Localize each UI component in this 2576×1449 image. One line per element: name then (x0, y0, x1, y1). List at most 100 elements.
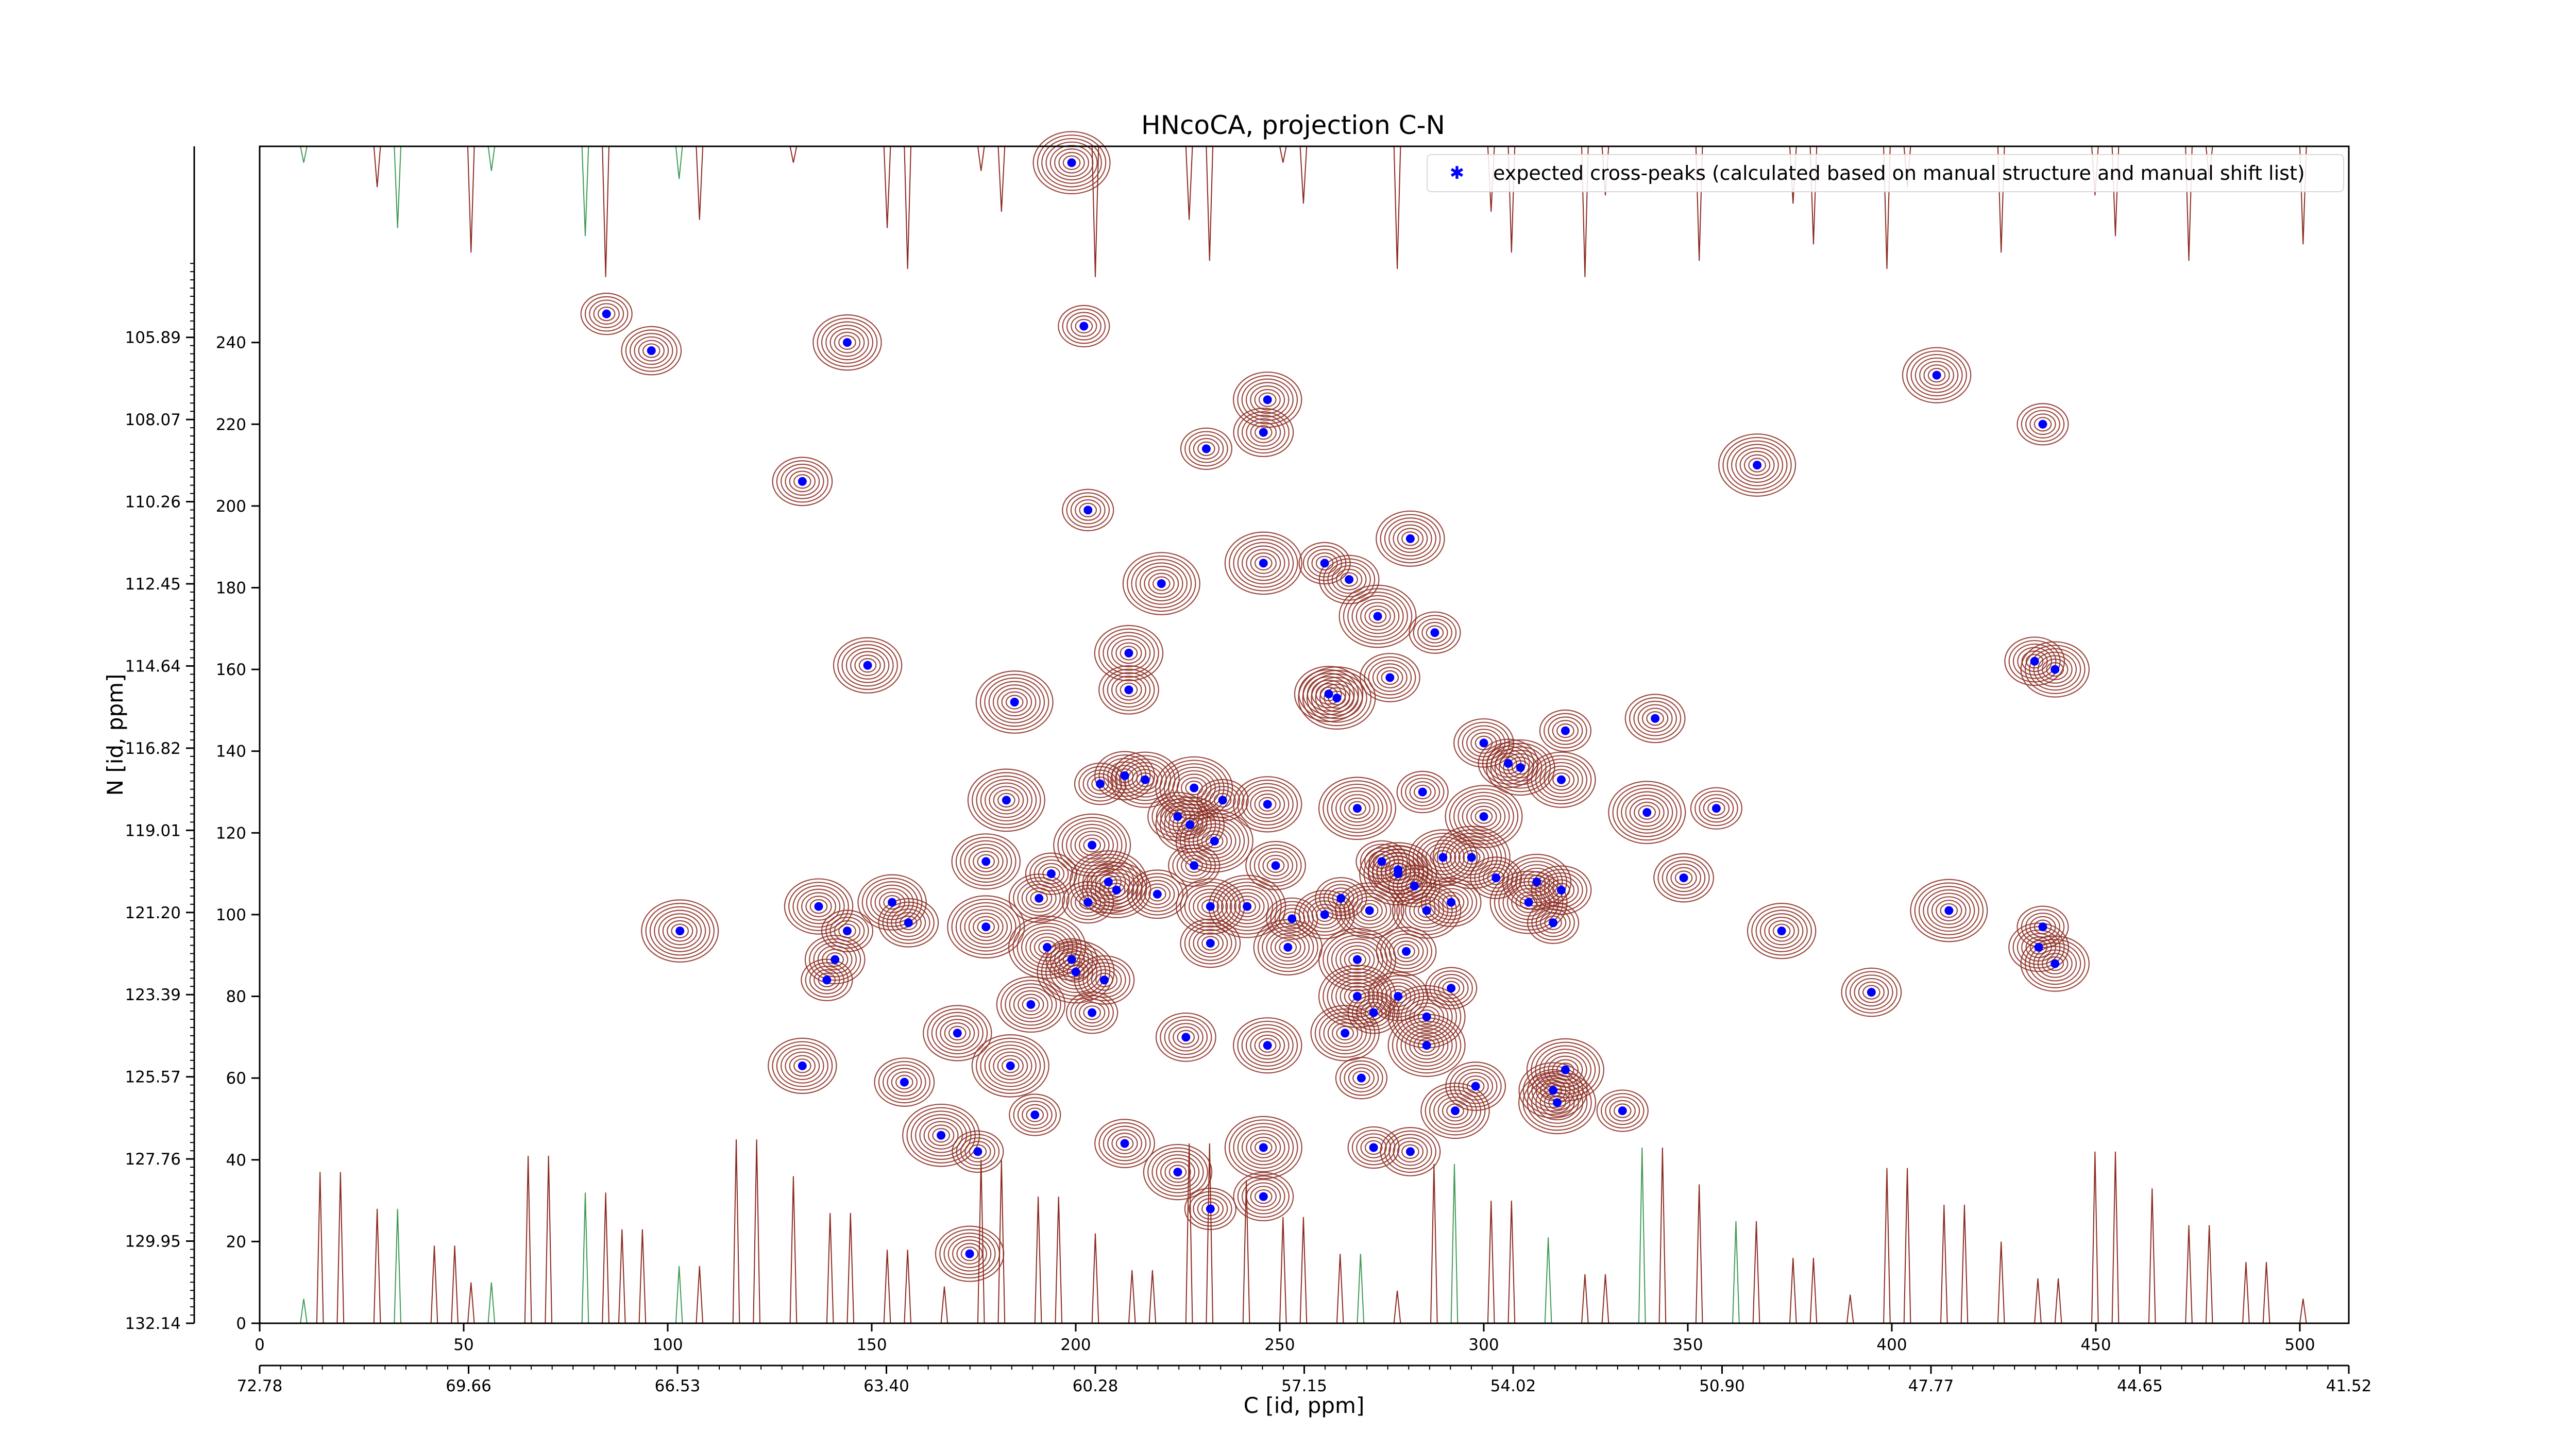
x-tick-label: 200 (1060, 1336, 1091, 1354)
contour-ring (812, 314, 882, 371)
contour-ring (1107, 635, 1151, 671)
noise-streak-bottom (1581, 1274, 1589, 1324)
contour-ring (1201, 830, 1228, 852)
contour-ring (1022, 997, 1040, 1012)
contour-ring (1181, 777, 1208, 799)
contour-ring (1417, 618, 1452, 647)
contour-ring (1189, 925, 1232, 961)
contour-ring (1384, 1130, 1437, 1173)
contour-ring (1327, 1019, 1363, 1048)
cross-peak-marker (1112, 885, 1121, 895)
contour-ring (1127, 765, 1163, 794)
contour-ring (971, 1034, 1049, 1098)
contour-ring (1091, 969, 1118, 991)
noise-streak-bottom (2148, 1188, 2156, 1324)
noise-streak-bottom (2185, 1225, 2193, 1324)
contour-ring (1397, 1140, 1424, 1162)
contour-ring (1433, 1093, 1477, 1129)
contour-ring (1323, 1015, 1367, 1051)
contour-ring (1189, 888, 1232, 924)
contour-ring (1539, 1049, 1591, 1091)
contour-ring (976, 775, 1037, 825)
noise-streak-top (581, 146, 589, 237)
contour-ring (1324, 687, 1350, 709)
contour-ring (891, 1071, 918, 1093)
contour-ring (1902, 347, 1972, 403)
contour-ring (809, 899, 828, 914)
cross-peak-marker (1185, 820, 1195, 829)
cross-peak-marker (1365, 906, 1374, 915)
contour-ring (1032, 131, 1111, 195)
noise-streak-bottom (997, 1159, 1006, 1324)
cross-peak-marker (1035, 894, 1044, 903)
contour-ring (1318, 777, 1397, 840)
contour-ring (1613, 1103, 1632, 1118)
noise-streak-bottom (1695, 1184, 1703, 1324)
contour-ring (1420, 1082, 1490, 1139)
contour-ring (1498, 750, 1543, 785)
contour-ring (1054, 148, 1090, 177)
contour-ring (1136, 772, 1154, 787)
contour-ring (1515, 891, 1542, 914)
contour-ring (997, 687, 1032, 717)
contour-ring (1323, 931, 1392, 988)
contour-ring (1343, 588, 1413, 645)
noise-streak-bottom (675, 1266, 683, 1324)
cross-peak-marker (1218, 796, 1227, 805)
contour-ring (1232, 372, 1302, 428)
noise-streak-bottom (545, 1155, 553, 1324)
noise-streak-bottom (1809, 1258, 1818, 1324)
cross-peak-marker (1263, 395, 1272, 405)
contour-ring (1184, 431, 1228, 467)
contour-ring (1625, 795, 1669, 831)
contour-ring (1177, 1030, 1195, 1045)
cross-peak-marker (1030, 1110, 1040, 1120)
contour-ring (1638, 805, 1656, 820)
cross-peak-marker (1320, 910, 1329, 919)
contour-ring (1413, 784, 1432, 800)
contour-ring (1054, 954, 1098, 990)
contour-ring (1083, 1005, 1101, 1020)
cross-peak-marker (1067, 955, 1076, 964)
contour-ring (1511, 760, 1530, 775)
contour-ring (923, 1005, 992, 1062)
contour-ring (1079, 1002, 1106, 1024)
y-axis-id-ticks: 0 20 40 60 80 100 120 140 160 180 200 220 240 (216, 334, 260, 1333)
contour-ring (805, 962, 849, 998)
contour-ring (964, 1140, 991, 1162)
noise-streak-bottom (753, 1139, 760, 1324)
y-tick-label: 60 (226, 1069, 246, 1088)
cross-peak-marker (1422, 1012, 1431, 1021)
contour-ring (1197, 827, 1232, 855)
contour-ring (1548, 716, 1583, 745)
cross-peak-marker (1430, 628, 1439, 637)
contour-ring (837, 641, 898, 690)
contour-ring (1748, 458, 1766, 473)
contour-ring (988, 681, 1041, 723)
contour-ring (936, 1015, 979, 1051)
contour-ring (1008, 873, 1070, 923)
contour-ring (2042, 953, 2069, 975)
contour-ring (1348, 1067, 1375, 1089)
contour-ring (997, 1055, 1024, 1077)
noise-streak-bottom (1430, 1164, 1438, 1324)
contour-ring (940, 1019, 975, 1048)
noise-streak-bottom (2111, 1151, 2120, 1324)
contour-ring (1437, 1096, 1473, 1125)
cross-peak-marker (1206, 1204, 1215, 1214)
contour-ring (1854, 978, 1889, 1007)
cross-peak-marker (900, 1077, 909, 1087)
contour-ring (1396, 1020, 1458, 1070)
noise-streak-bottom (732, 1139, 740, 1324)
y-tick-label: 160 (216, 661, 246, 679)
x-ppm-tick-label: 47.77 (1908, 1377, 1954, 1395)
contour-ring (1483, 867, 1510, 889)
contour-ring (1531, 905, 1575, 941)
contour-ring (1401, 875, 1428, 897)
legend-label: expected cross-peaks (calculated based o… (1493, 162, 2305, 184)
contour-ring (902, 1103, 980, 1167)
contour-ring (818, 972, 836, 988)
cross-peak-marker (675, 926, 685, 936)
contour-ring (1115, 642, 1142, 664)
contour-ring (1388, 1134, 1432, 1170)
